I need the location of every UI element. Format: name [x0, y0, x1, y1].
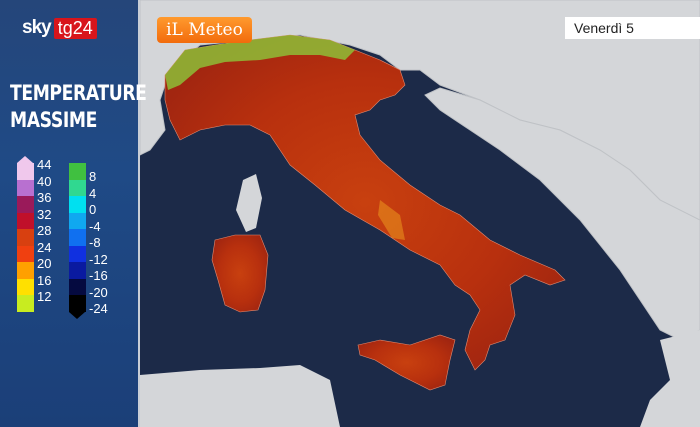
- legend-swatch: [69, 163, 86, 180]
- legend-label: 32: [37, 206, 52, 222]
- legend-swatch: [69, 212, 86, 229]
- land-greece: [640, 330, 700, 427]
- hot-spot-apennines: [378, 200, 405, 240]
- legend-label: 20: [37, 256, 52, 271]
- logo-tg24: tg24: [53, 17, 97, 39]
- sicily: [357, 334, 456, 391]
- legend-label: 36: [37, 190, 52, 205]
- legend-swatch: [17, 278, 34, 295]
- legend-swatch: [69, 179, 86, 196]
- legend-label: -20: [89, 284, 108, 300]
- legend-swatch: [17, 179, 34, 196]
- land-africa: [140, 365, 340, 427]
- legend-arrow-up-icon: [17, 156, 33, 163]
- legend-label: -8: [89, 235, 101, 250]
- legend-swatch: [17, 295, 34, 312]
- legend-swatch: [17, 262, 34, 279]
- corsica: [236, 174, 262, 232]
- legend-swatch: [17, 196, 34, 213]
- legend-swatch: [17, 245, 34, 262]
- legend-swatch: [17, 229, 34, 246]
- legend-label: 8: [89, 169, 97, 184]
- legend-label: 16: [37, 272, 52, 288]
- legend-label: -12: [89, 251, 108, 267]
- legend-label: 12: [37, 289, 52, 304]
- ilmeteo-logo-text: iL Meteo: [166, 20, 243, 40]
- alps-cool-band: [165, 35, 355, 90]
- map-title: TEMPERATURE MASSIME: [10, 80, 147, 134]
- ilmeteo-logo: iL Meteo: [157, 17, 252, 43]
- legend-label: 44: [37, 157, 52, 172]
- legend-swatch: [17, 212, 34, 229]
- legend-swatch: [17, 163, 34, 180]
- legend-swatch: [69, 262, 86, 279]
- temperature-map: [140, 0, 700, 427]
- legend-label: -16: [89, 268, 108, 283]
- legend-label: 4: [89, 185, 97, 201]
- legend-swatch: [69, 196, 86, 213]
- legend-label: -4: [89, 218, 101, 234]
- day-selector-value: Venerdì 5: [574, 20, 634, 36]
- logo-sky: sky: [22, 17, 52, 38]
- legend-swatch: [69, 278, 86, 295]
- legend-arrow-down-icon: [69, 311, 85, 319]
- land-balkans: [424, 87, 700, 341]
- sardinia: [211, 234, 269, 313]
- legend-label: -24: [89, 301, 108, 316]
- sidebar-panel: sky tg24 TEMPERATURE MASSIME 44 40 36 32 28 2…: [0, 0, 147, 427]
- title-line1: TEMPERATURE: [10, 81, 147, 105]
- legend-swatch: [69, 295, 86, 312]
- legend-label: 40: [37, 173, 52, 189]
- sky-tg24-logo: sky tg24: [22, 17, 97, 39]
- italy-peninsula: [164, 34, 566, 371]
- legend-label: 24: [37, 239, 52, 255]
- legend-label: 28: [37, 223, 52, 238]
- legend-swatch: [69, 229, 86, 246]
- legend-swatch: [69, 245, 86, 262]
- day-selector[interactable]: Venerdì 5: [565, 17, 700, 39]
- title-line2: MASSIME: [10, 108, 97, 132]
- legend-label: 0: [89, 202, 97, 217]
